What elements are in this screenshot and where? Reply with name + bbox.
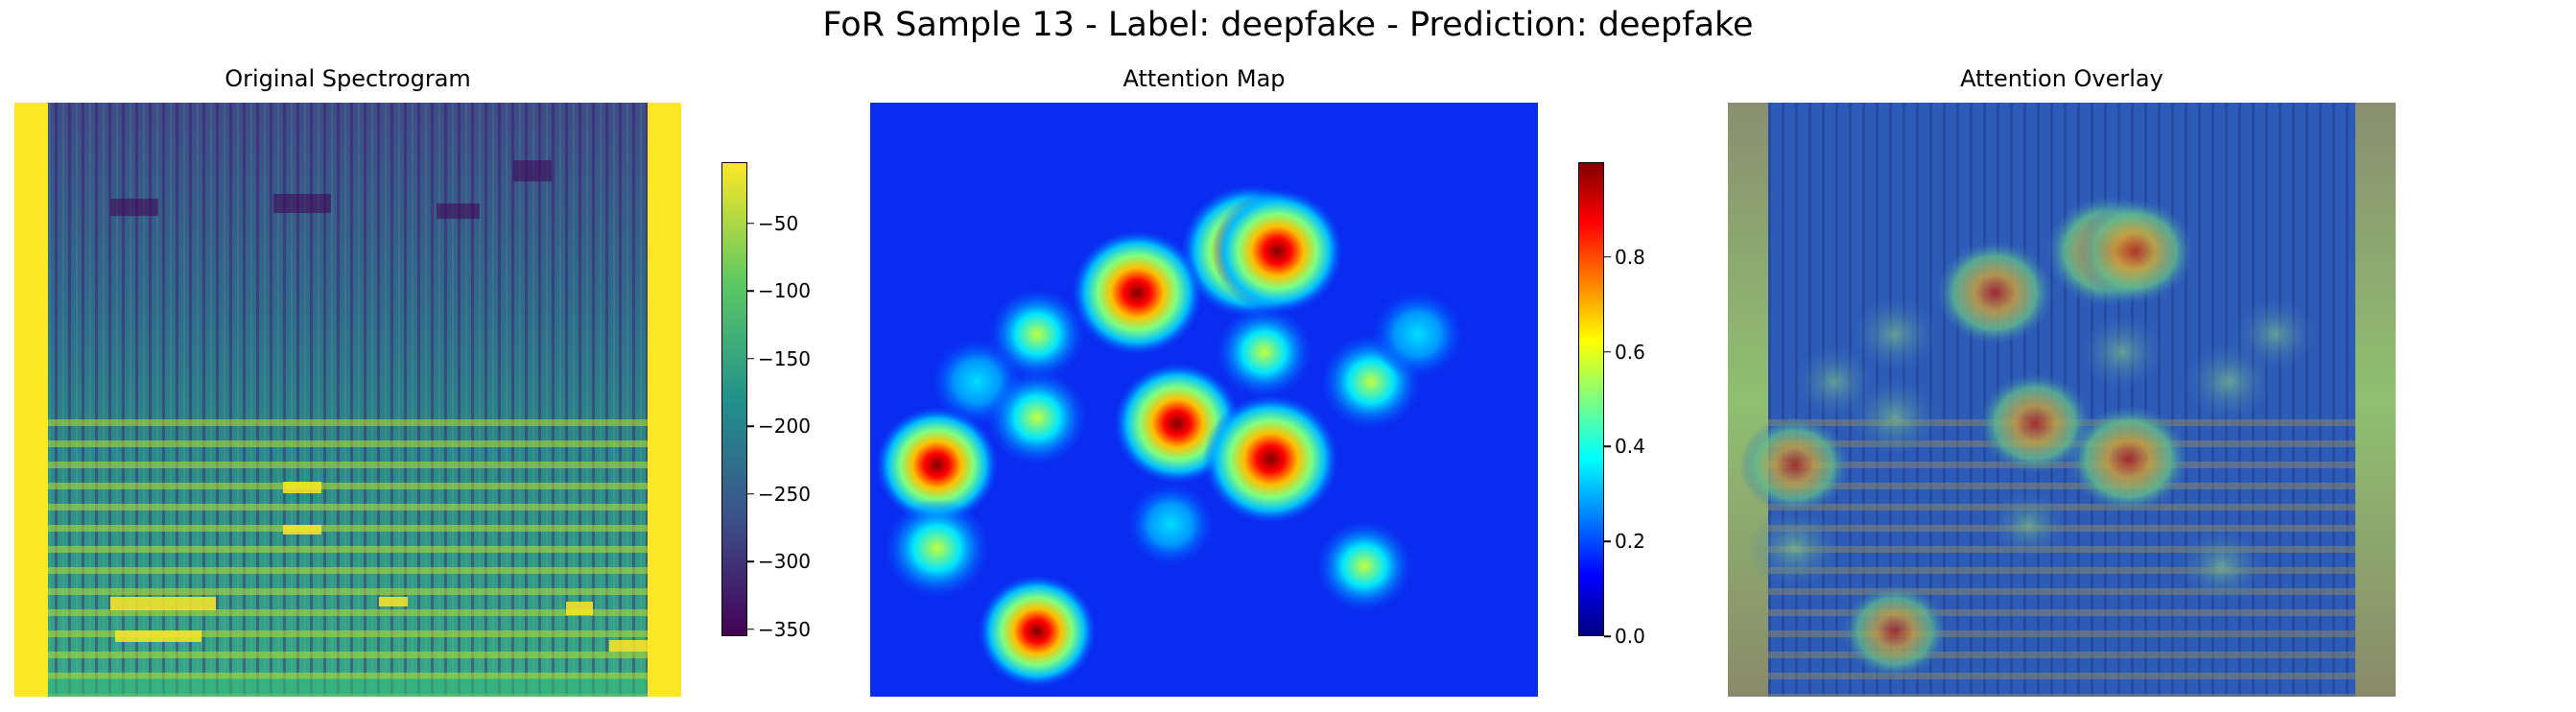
figure-title: FoR Sample 13 - Label: deepfake - Predic… <box>822 6 1754 44</box>
overlay-hotspot <box>1849 377 1941 459</box>
spectrogram-colorbar-tick-mark <box>747 493 754 495</box>
attention-colorbar-tick-mark <box>1604 350 1611 353</box>
attention-hotspot <box>1371 290 1464 379</box>
spectrogram-colorbar <box>721 162 747 636</box>
attention-colorbar <box>1578 162 1604 636</box>
spectrogram-colorbar-tick-label: −200 <box>758 415 811 439</box>
attention-colorbar-tick-mark <box>1604 540 1611 542</box>
spectrogram-colorbar-tick-label: −100 <box>758 279 811 303</box>
spectrogram-title: Original Spectrogram <box>225 65 471 92</box>
spectrogram-colorbar-tick-mark <box>747 222 754 225</box>
attention-hotspot <box>884 498 990 599</box>
overlay-hotspot <box>2078 313 2165 392</box>
overlay-hotspot <box>1977 372 2092 475</box>
attention-hotspot <box>1126 483 1215 566</box>
attention-hotspot <box>875 407 999 524</box>
attention-overlay-title: Attention Overlay <box>1960 65 2163 92</box>
attention-overlay-image <box>1728 103 2396 697</box>
spectrogram-colorbar-tick-mark <box>747 425 754 427</box>
spectrogram-colorbar-tick-mark <box>747 290 754 292</box>
attention-map-title: Attention Map <box>1123 65 1286 92</box>
spectrogram-colorbar-tick-label: −50 <box>758 211 799 235</box>
overlay-hotspot <box>1989 488 2068 560</box>
attention-colorbar-tick-label: 0.8 <box>1615 245 1645 269</box>
spectrogram-image <box>14 103 681 697</box>
attention-hotspot <box>1216 306 1312 398</box>
attention-colorbar-tick-label: 0.6 <box>1615 340 1645 364</box>
spectrogram-colorbar-tick-label: −300 <box>758 550 811 574</box>
attention-colorbar-tick-mark <box>1604 445 1611 448</box>
attention-hotspot <box>978 575 1097 688</box>
attention-colorbar-tick-mark <box>1604 635 1611 637</box>
overlay-hotspot <box>1935 240 2054 345</box>
spectrogram-colorbar-tick-label: −250 <box>758 482 811 506</box>
attention-hotspot <box>1203 394 1339 524</box>
overlay-hotspot <box>1739 415 1850 514</box>
attention-hotspot <box>986 369 1088 465</box>
spectrogram-colorbar-tick-mark <box>747 629 754 630</box>
attention-hotspot <box>1072 230 1203 355</box>
spectrogram-colorbar-tick-label: −150 <box>758 346 811 370</box>
attention-colorbar-tick-label: 0.0 <box>1615 625 1645 648</box>
attention-hotspot <box>1315 520 1413 612</box>
overlay-hotspot <box>1747 506 1842 591</box>
spectrogram-colorbar-tick-mark <box>747 560 754 563</box>
attention-colorbar-tick-label: 0.2 <box>1615 530 1645 554</box>
overlay-hotspot <box>2076 199 2194 304</box>
overlay-hotspot <box>1841 583 1949 679</box>
spectrogram-colorbar-tick-label: −350 <box>758 617 811 641</box>
overlay-hotspot <box>2068 405 2190 513</box>
attention-hotspot <box>1212 188 1343 314</box>
attention-colorbar-tick-mark <box>1604 256 1611 258</box>
attention-map-image <box>870 103 1538 697</box>
attention-colorbar-tick-label: 0.4 <box>1615 435 1645 459</box>
spectrogram-colorbar-tick-mark <box>747 357 754 360</box>
overlay-hotspot <box>1851 296 1939 373</box>
overlay-hotspot <box>2178 527 2266 605</box>
overlay-hotspot <box>2233 297 2317 371</box>
